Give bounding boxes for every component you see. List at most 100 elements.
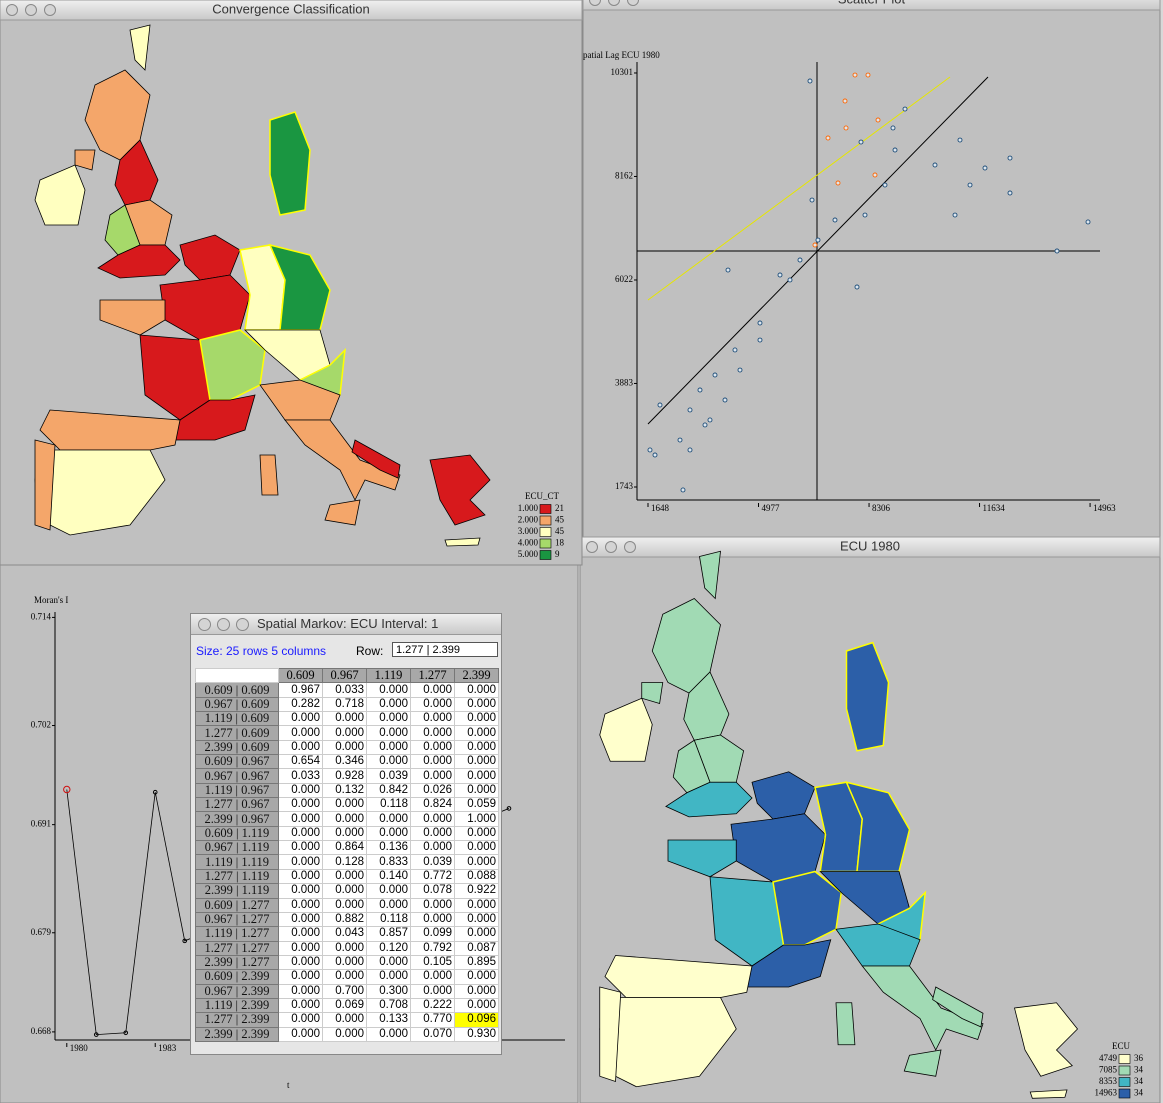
- map-region[interactable]: [100, 300, 165, 335]
- table-cell[interactable]: 0.026: [410, 782, 455, 799]
- table-cell[interactable]: 0.000: [454, 768, 499, 784]
- table-cell[interactable]: 0.000: [454, 782, 499, 799]
- table-cell[interactable]: 0.700: [322, 983, 367, 999]
- scatter-point[interactable]: [1085, 219, 1091, 225]
- scatter-point[interactable]: [697, 387, 703, 393]
- table-cell[interactable]: 0.000: [278, 954, 323, 971]
- table-cell[interactable]: 0.105: [410, 954, 455, 971]
- map-region[interactable]: [270, 112, 310, 215]
- scatter-point[interactable]: [687, 407, 693, 413]
- table-cell[interactable]: 0.000: [278, 940, 323, 956]
- map-region[interactable]: [35, 440, 55, 530]
- scatter-point[interactable]: [865, 72, 871, 78]
- table-cell[interactable]: 0.000: [454, 825, 499, 842]
- map-region[interactable]: [747, 940, 831, 987]
- table-cell[interactable]: 0.000: [454, 696, 499, 713]
- table-cell[interactable]: 0.000: [410, 682, 455, 698]
- scatter-point[interactable]: [652, 452, 658, 458]
- table-cell[interactable]: 0.000: [278, 811, 323, 827]
- scatter-point[interactable]: [812, 242, 818, 248]
- table-cell[interactable]: 0.000: [366, 1026, 411, 1042]
- table-cell[interactable]: 0.000: [322, 1012, 367, 1028]
- zoom-button[interactable]: [44, 4, 56, 16]
- line-point[interactable]: [93, 1032, 99, 1037]
- minimize-button[interactable]: [25, 4, 37, 16]
- table-cell[interactable]: 0.000: [410, 711, 455, 727]
- scatter-point[interactable]: [647, 447, 653, 453]
- table-cell[interactable]: 0.000: [366, 739, 411, 756]
- table-cell[interactable]: 0.000: [366, 825, 411, 842]
- map-region[interactable]: [642, 683, 663, 704]
- table-cell[interactable]: 0.895: [454, 954, 499, 971]
- scatter-point[interactable]: [842, 98, 848, 104]
- close-button[interactable]: [589, 0, 601, 6]
- map-region[interactable]: [668, 840, 736, 877]
- scatter-point[interactable]: [1007, 155, 1013, 161]
- table-cell[interactable]: 0.000: [322, 897, 367, 913]
- scatter-point[interactable]: [732, 347, 738, 353]
- table-cell[interactable]: 0.000: [322, 883, 367, 899]
- table-cell[interactable]: 0.857: [366, 926, 411, 942]
- table-cell[interactable]: 0.000: [366, 897, 411, 913]
- map-region[interactable]: [130, 25, 150, 70]
- map-region[interactable]: [1030, 1090, 1067, 1098]
- table-cell[interactable]: 0.346: [322, 754, 367, 770]
- scatter-point[interactable]: [858, 139, 864, 145]
- table-cell[interactable]: 0.000: [278, 854, 323, 870]
- scatter-point[interactable]: [702, 422, 708, 428]
- line-point[interactable]: [506, 806, 512, 811]
- table-cell[interactable]: 0.000: [278, 897, 323, 913]
- minimize-button[interactable]: [605, 541, 617, 553]
- table-cell[interactable]: 0.928: [322, 768, 367, 784]
- map-region[interactable]: [820, 872, 909, 925]
- table-cell[interactable]: 0.069: [322, 997, 367, 1014]
- table-cell[interactable]: 0.087: [454, 940, 499, 956]
- minimize-button[interactable]: [608, 0, 620, 6]
- table-cell[interactable]: 0.000: [322, 725, 367, 741]
- scatter-point[interactable]: [707, 417, 713, 423]
- table-cell[interactable]: 0.654: [278, 754, 323, 770]
- scatter-point[interactable]: [967, 182, 973, 188]
- zoom-button[interactable]: [624, 541, 636, 553]
- line-point[interactable]: [63, 785, 71, 794]
- scatter-point[interactable]: [687, 447, 693, 453]
- table-cell[interactable]: 0.132: [322, 782, 367, 799]
- table-cell[interactable]: 0.133: [366, 1012, 411, 1028]
- table-cell[interactable]: 0.039: [366, 768, 411, 784]
- table-cell[interactable]: 0.000: [366, 754, 411, 770]
- scatter-point[interactable]: [712, 372, 718, 378]
- close-button[interactable]: [6, 4, 18, 16]
- table-cell[interactable]: 0.000: [278, 840, 323, 856]
- table-cell[interactable]: 0.118: [366, 911, 411, 928]
- table-cell[interactable]: 0.120: [366, 940, 411, 956]
- scatter-point[interactable]: [737, 367, 743, 373]
- table-cell[interactable]: 0.718: [322, 696, 367, 713]
- table-cell[interactable]: 0.000: [454, 926, 499, 942]
- map-region[interactable]: [260, 380, 340, 420]
- map-region[interactable]: [445, 538, 480, 546]
- table-cell[interactable]: 0.000: [278, 1026, 323, 1042]
- table-cell[interactable]: 0.792: [410, 940, 455, 956]
- table-cell[interactable]: 0.000: [410, 840, 455, 856]
- table-cell[interactable]: 0.000: [454, 854, 499, 870]
- map-region[interactable]: [160, 275, 250, 340]
- scatter-point[interactable]: [982, 165, 988, 171]
- scatter-point[interactable]: [657, 402, 663, 408]
- scatter-point[interactable]: [757, 320, 763, 326]
- table-cell[interactable]: 0.000: [366, 696, 411, 713]
- line-point[interactable]: [182, 938, 188, 944]
- scatter-point[interactable]: [757, 337, 763, 343]
- table-cell[interactable]: 0.000: [322, 954, 367, 971]
- table-cell[interactable]: 0.000: [410, 897, 455, 913]
- scatter-point[interactable]: [952, 212, 958, 218]
- zoom-button[interactable]: [236, 618, 249, 631]
- table-cell[interactable]: 0.000: [410, 739, 455, 756]
- map-region[interactable]: [98, 245, 180, 278]
- map-region[interactable]: [1015, 1003, 1078, 1077]
- table-cell[interactable]: 0.000: [454, 754, 499, 770]
- table-cell[interactable]: 0.824: [410, 797, 455, 813]
- close-button[interactable]: [198, 618, 211, 631]
- table-cell[interactable]: 0.000: [322, 797, 367, 813]
- row-input[interactable]: 1.277 | 2.399: [392, 642, 498, 657]
- scatter-point[interactable]: [1007, 190, 1013, 196]
